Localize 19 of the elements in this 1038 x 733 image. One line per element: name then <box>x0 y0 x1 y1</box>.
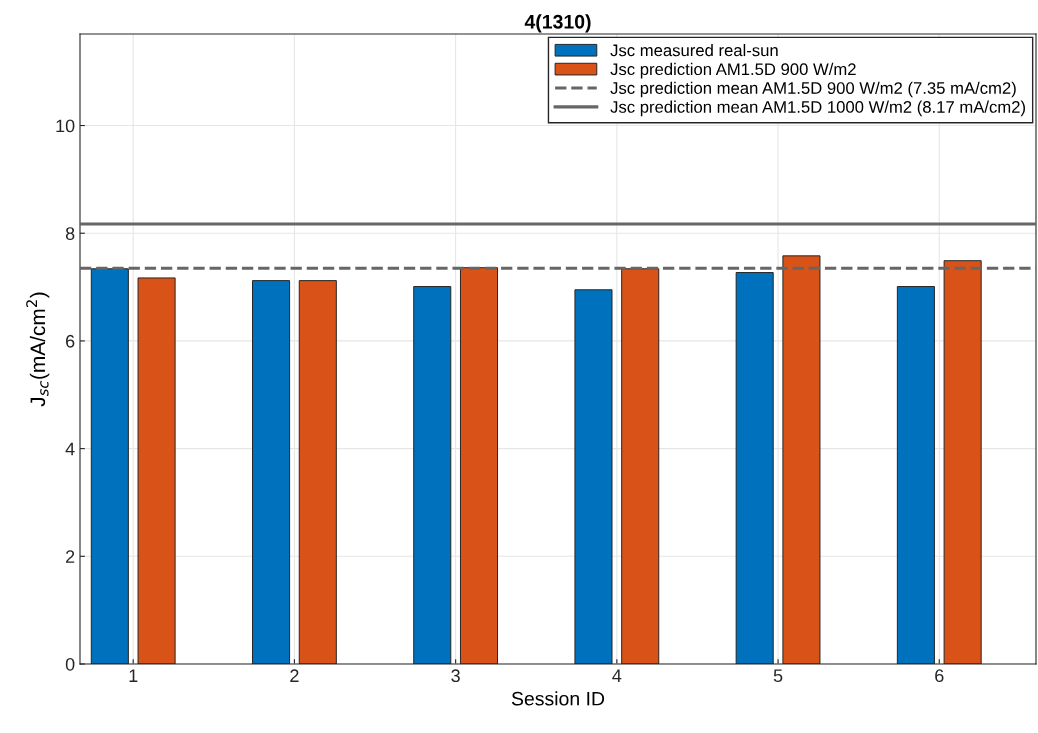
x-tick-label: 4 <box>612 669 622 682</box>
y-tick-label: 6 <box>66 334 75 348</box>
x-tick-label: 3 <box>451 669 460 683</box>
legend-label: Jsc prediction mean AM1.5D 900 W/m2 (7.35 mA/cm2) <box>610 81 1016 98</box>
x-tick-label: 1 <box>129 669 138 682</box>
legend-label: Jsc measured real-sun <box>610 44 778 57</box>
x-tick-label: 5 <box>773 669 783 683</box>
x-tick-label: 6 <box>935 669 944 683</box>
x-axis-title: Session ID <box>511 691 605 706</box>
legend-label: Jsc prediction mean AM1.5D 1000 W/m2 (8.17 mA/cm2) <box>610 100 1025 117</box>
y-axis-title: J$_{sc}$(mA/cm$^{2}$) <box>26 292 50 407</box>
legend-label: Jsc prediction AM1.5D 900 W/m2 <box>610 62 856 79</box>
chart-title: 4(1310) <box>524 14 591 33</box>
y-tick-label: 0 <box>65 657 75 671</box>
y-tick-label: 4 <box>65 442 75 456</box>
y-tick-label: 8 <box>65 227 75 240</box>
y-tick-label: 2 <box>66 550 75 563</box>
y-tick-label: 10 <box>56 119 75 133</box>
x-tick-label: 2 <box>290 669 299 682</box>
